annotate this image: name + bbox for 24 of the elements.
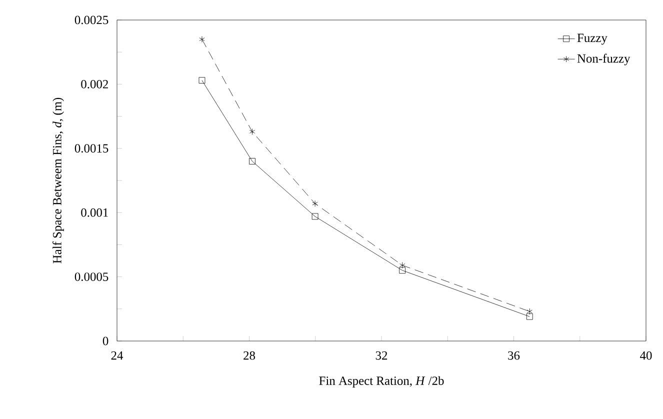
point [199, 36, 205, 42]
point [400, 262, 406, 268]
point [312, 200, 318, 207]
y-tick-label: 0.001 [81, 208, 108, 217]
legend-label: Non-fuzzy [577, 54, 630, 66]
y-tick-label: 0.0025 [74, 16, 108, 24]
point [198, 77, 206, 84]
x-tick-label: 40 [640, 351, 652, 360]
y-axis-title: Half Space Betweem Fins, d, (m) [52, 98, 64, 264]
x-tick-label: 36 [508, 351, 520, 360]
point [526, 313, 533, 320]
point [399, 267, 406, 274]
x-tick-label: 24 [111, 351, 124, 360]
x-axis-title: Fin Aspect Ration, H /2b [319, 376, 444, 388]
point [249, 128, 256, 135]
y-tick-label: 0.002 [81, 80, 108, 88]
point [249, 158, 256, 164]
y-tick-label: 0 [102, 336, 108, 346]
x-tick-label: 32 [376, 351, 388, 360]
y-tick-label: 0.0015 [74, 144, 108, 153]
y-tick-label: 0.0005 [74, 272, 108, 282]
point [312, 213, 318, 220]
legend-label: Fuzzy [577, 34, 608, 45]
x-tick-label: 28 [244, 351, 255, 360]
